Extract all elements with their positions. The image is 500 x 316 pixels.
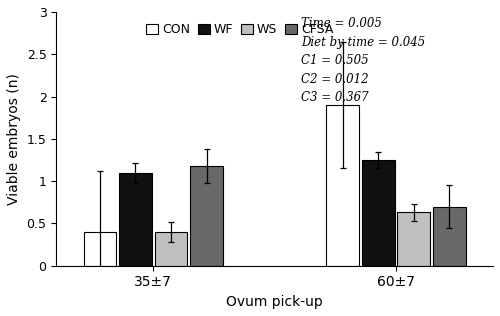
Bar — [154, 232, 188, 266]
Bar — [362, 160, 394, 266]
Bar — [326, 105, 359, 266]
Bar — [119, 173, 152, 266]
Bar — [433, 207, 466, 266]
Bar — [398, 212, 430, 266]
X-axis label: Ovum pick-up: Ovum pick-up — [226, 295, 323, 309]
Bar — [84, 232, 116, 266]
Text: Time = 0.005
Diet by time = 0.045
C1 = 0.505
C2 = 0.012
C3 = 0.367: Time = 0.005 Diet by time = 0.045 C1 = 0… — [301, 17, 425, 104]
Legend: CON, WF, WS, CFSA: CON, WF, WS, CFSA — [141, 18, 338, 41]
Bar — [190, 166, 223, 266]
Y-axis label: Viable embryos (n): Viable embryos (n) — [7, 73, 21, 205]
